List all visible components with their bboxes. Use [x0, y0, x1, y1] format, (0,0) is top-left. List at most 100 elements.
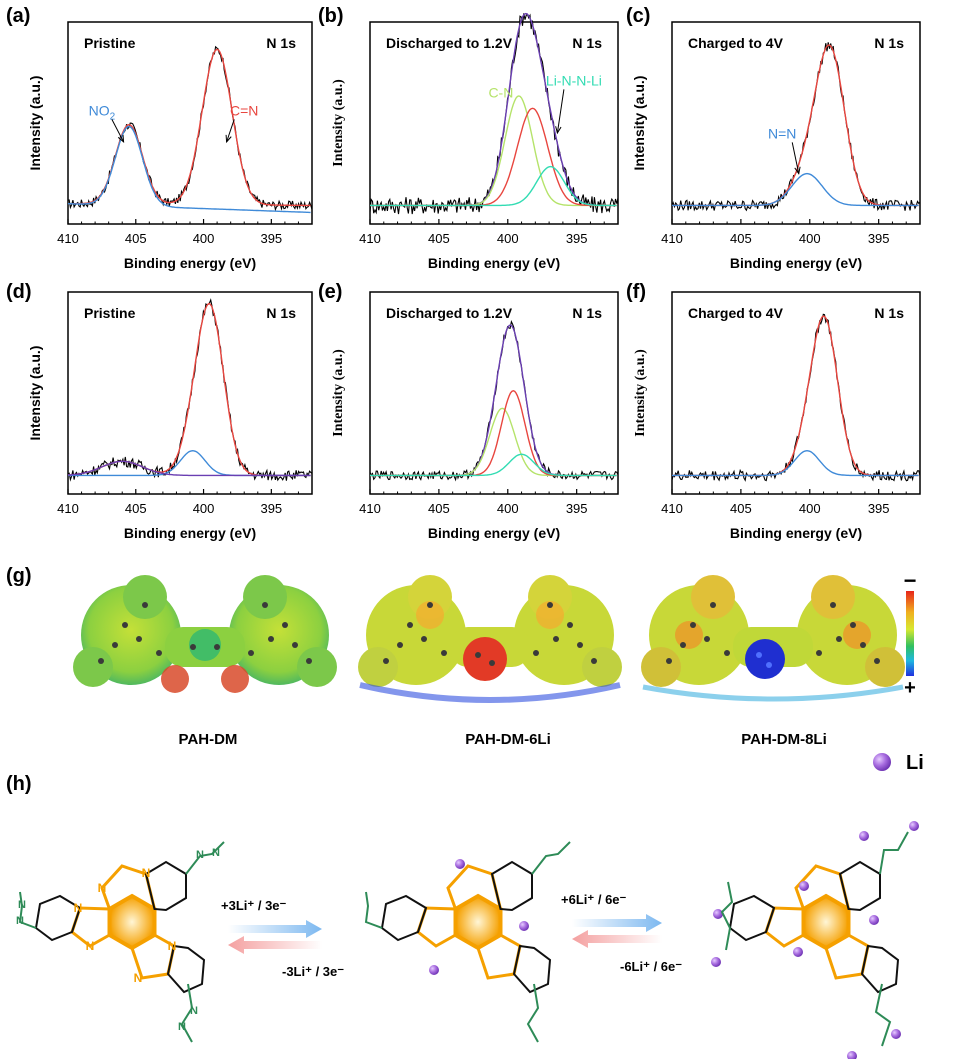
reaction-arrow-2: +6Li⁺ / 6e⁻ -6Li⁺ / 6e⁻: [561, 892, 682, 974]
reaction-arrow-1: +3Li⁺ / 3e⁻ -3Li⁺ / 3e⁻: [221, 898, 344, 979]
svg-text:N: N: [190, 1005, 198, 1017]
x-axis-label: Binding energy (eV): [124, 525, 256, 541]
chart-tag: N 1s: [874, 305, 904, 321]
esp-surface: [73, 575, 337, 693]
x-tick-label: 400: [497, 231, 519, 246]
chart-tag: N 1s: [266, 305, 296, 321]
central-ring: [107, 893, 157, 951]
x-axis-label: Binding energy (eV): [730, 255, 862, 271]
esp-label-pah-dm: PAH-DM: [179, 731, 238, 748]
series-peak-violet: [67, 460, 311, 477]
y-axis-label: Intensity (a.u.): [331, 349, 346, 437]
esp-label-pah-dm-8li: PAH-DM-8Li: [741, 731, 827, 748]
x-tick-label: 395: [868, 231, 890, 246]
series-NO2: [68, 125, 311, 214]
plot-frame: [671, 291, 921, 495]
x-tick-label: 410: [359, 501, 381, 516]
x-tick-label: 395: [566, 501, 588, 516]
svg-text:N: N: [16, 915, 24, 927]
x-tick-label: 410: [661, 231, 683, 246]
plot-frame: [369, 21, 619, 225]
panel-label-d: (d): [6, 281, 32, 303]
atom-dots: [383, 602, 597, 666]
x-tick-label: 410: [57, 501, 79, 516]
y-axis-label: Intensity (a.u.): [631, 76, 647, 171]
step2-reverse-label: -6Li⁺ / 6e⁻: [620, 959, 682, 974]
chart-tag: N 1s: [572, 35, 602, 51]
plot-frame: [671, 21, 921, 225]
svg-text:N: N: [142, 866, 151, 880]
panel-label-c: (c): [626, 5, 650, 27]
li-legend-sphere: [873, 753, 891, 771]
series-raw-data: [671, 313, 921, 482]
panel-label-h: (h): [6, 773, 32, 795]
x-tick-label: 410: [359, 231, 381, 246]
series-Li-N-N-Li: [370, 165, 617, 207]
chart-title: Charged to 4V: [688, 35, 784, 51]
chart-title: Pristine: [84, 305, 136, 321]
annotation-arrow: [791, 142, 800, 174]
x-tick-label: 405: [730, 501, 752, 516]
xps-chart-f: 410 405 400 395 Binding energy (eV) Intensity…: [633, 291, 921, 541]
series-raw-data: [67, 45, 313, 212]
azo-linkers: [18, 841, 225, 1043]
atom-dots: [666, 602, 880, 668]
svg-text:N: N: [178, 1021, 186, 1033]
plot-frame: [67, 21, 313, 225]
annotation-c-n: C=N: [230, 102, 258, 118]
esp-scale-negative: −: [904, 568, 917, 593]
x-tick-label: 395: [868, 501, 890, 516]
series-fit-total: [67, 302, 311, 477]
series-fit-total: [672, 315, 919, 477]
svg-text:N: N: [98, 881, 107, 895]
step2-forward-label: +6Li⁺ / 6e⁻: [561, 892, 627, 907]
x-tick-label: 395: [260, 231, 282, 246]
annotation-c-n: C-N: [488, 85, 513, 101]
chart-title: Pristine: [84, 35, 136, 51]
xps-chart-c: 410 405 400 395 Binding energy (eV) Intensity…: [631, 21, 921, 271]
x-axis-label: Binding energy (eV): [124, 255, 256, 271]
step1-forward-label: +3Li⁺ / 3e⁻: [221, 898, 287, 913]
annotation-arrowhead: [117, 134, 125, 144]
panel-label-e: (e): [318, 281, 342, 303]
annotation-li-n-n-li: Li-N-N-Li: [546, 72, 602, 88]
esp-scale-positive: +: [904, 677, 916, 699]
y-axis-label: Intensity (a.u.): [331, 79, 346, 167]
esp-map-pah-dm-8li: [641, 575, 905, 702]
svg-text:N: N: [168, 939, 177, 953]
esp-map-pah-dm: [73, 575, 337, 693]
li-legend-label: Li: [906, 752, 924, 774]
li-atoms: [711, 821, 919, 1059]
molecule-3li: [364, 841, 571, 1043]
esp-label-pah-dm-6li: PAH-DM-6Li: [465, 731, 551, 748]
y-axis-label: Intensity (a.u.): [27, 76, 43, 171]
esp-surface: [641, 575, 905, 702]
panel-label-b: (b): [318, 5, 344, 27]
molecule-9li: [711, 821, 919, 1059]
chart-title: Discharged to 1.2V: [386, 35, 513, 51]
y-axis-label: Intensity (a.u.): [633, 349, 648, 437]
x-tick-label: 405: [125, 501, 147, 516]
annotation-arrowhead: [225, 134, 232, 144]
svg-text:N: N: [74, 901, 83, 915]
xps-chart-b: 410 405 400 395 Binding energy (eV) Intensity…: [331, 12, 619, 271]
y-axis-label: Intensity (a.u.): [27, 346, 43, 441]
panel-label-f: (f): [626, 281, 646, 303]
annotation-no: NO2: [89, 102, 116, 122]
atom-dots: [98, 602, 312, 664]
x-axis-label: Binding energy (eV): [428, 525, 560, 541]
svg-text:N: N: [212, 847, 220, 859]
chart-title: Discharged to 1.2V: [386, 305, 513, 321]
x-tick-label: 395: [260, 501, 282, 516]
x-axis-label: Binding energy (eV): [730, 525, 862, 541]
series-peak-green: [370, 407, 617, 477]
x-tick-label: 400: [497, 501, 519, 516]
series-peak-cyan: [370, 453, 617, 477]
nitrogen-labels: N N N N N N: [74, 866, 177, 985]
x-tick-label: 410: [661, 501, 683, 516]
x-tick-label: 410: [57, 231, 79, 246]
series-N=N: [672, 172, 919, 207]
x-tick-label: 405: [428, 501, 450, 516]
